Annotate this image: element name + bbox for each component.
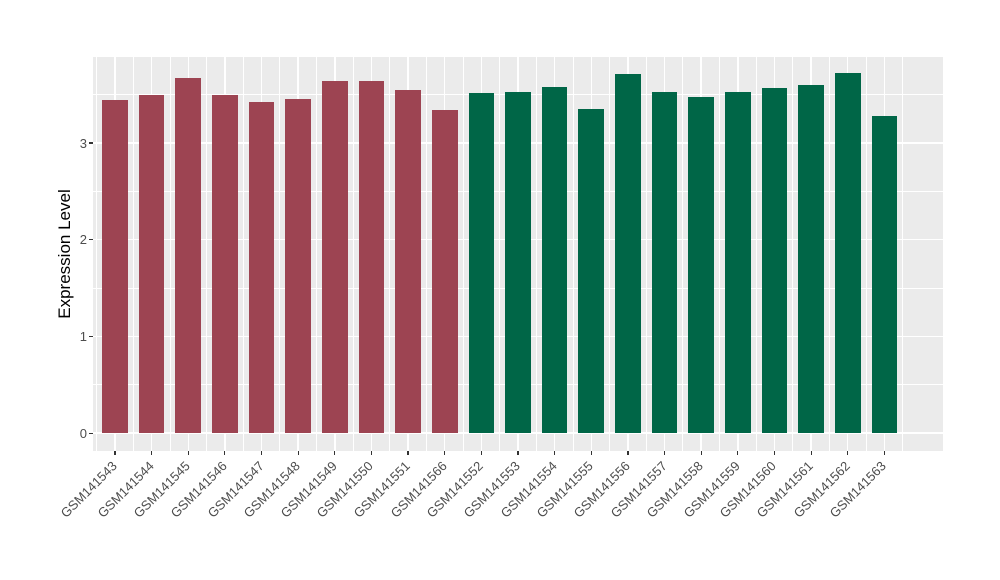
x-tick-GSM141546 [224,451,226,455]
bar-GSM141544 [138,94,165,434]
minor-gridline-x-4 [242,57,244,451]
bar-GSM141562 [834,73,861,434]
bar-GSM141557 [651,91,678,434]
bar-GSM141545 [175,78,202,434]
x-tick-GSM141560 [773,451,776,455]
bar-GSM141543 [102,99,128,434]
bar-GSM141547 [248,102,275,434]
minor-gridline-x-8 [389,57,391,451]
x-tick-GSM141554 [554,451,556,455]
bar-GSM141552 [468,92,495,434]
x-tick-GSM141561 [810,451,812,455]
bar-GSM141546 [212,94,238,434]
y-axis-title: Expression Level [55,189,74,319]
x-tick-GSM141543 [114,451,116,455]
x-tick-GSM141566 [444,451,446,455]
y-tick-1 [89,335,93,337]
minor-gridline-x-7 [352,57,354,451]
bar-GSM141560 [761,87,788,434]
bar-GSM141559 [725,91,751,434]
x-tick-GSM141549 [334,451,336,455]
y-tick-0 [89,432,93,434]
minor-gridline-x-13 [572,57,574,451]
x-tick-GSM141557 [663,451,666,455]
minor-gridline-x-0 [96,57,98,451]
x-tick-GSM141555 [590,451,592,455]
x-tick-GSM141548 [297,451,299,455]
x-tick-GSM141562 [847,451,849,455]
bar-GSM141563 [871,115,898,434]
bar-GSM141556 [615,74,641,434]
y-tick-label-1: 1 [79,328,87,344]
minor-gridline-x-1 [132,57,134,451]
bar-GSM141553 [505,91,531,434]
minor-gridline-x-6 [316,57,317,451]
bar-GSM141558 [688,96,714,434]
bar-GSM141548 [285,98,311,434]
bar-GSM141549 [321,81,348,434]
minor-gridline-x-2 [169,57,171,451]
minor-gridline-x-5 [279,57,281,451]
x-tick-GSM141563 [883,451,885,455]
bar-GSM141550 [358,81,385,434]
y-tick-3 [89,142,93,144]
minor-gridline-x-15 [645,57,647,451]
minor-gridline-x-20 [829,57,830,451]
x-tick-GSM141545 [187,451,189,455]
x-tick-GSM141544 [151,451,153,455]
bar-GSM141551 [395,89,421,434]
minor-gridline-x-12 [535,57,537,451]
y-tick-label-0: 0 [79,425,87,441]
minor-gridline-x-18 [755,57,757,451]
minor-gridline-x-11 [499,57,501,451]
plot-panel [93,57,943,451]
x-tick-GSM141551 [407,451,409,455]
bar-GSM141566 [431,110,458,434]
bar-GSM141555 [578,109,605,434]
minor-gridline-x-21 [865,57,867,451]
minor-gridline-x-16 [682,57,684,451]
x-tick-GSM141553 [517,451,519,455]
minor-gridline-x-3 [206,57,207,451]
minor-gridline-x-19 [792,57,794,451]
bar-GSM141554 [541,86,568,434]
minor-gridline-x-22 [902,57,904,451]
minor-gridline-x-14 [609,57,610,451]
x-tick-GSM141556 [627,451,629,455]
y-tick-2 [89,239,93,241]
x-tick-GSM141547 [260,451,263,455]
y-tick-label-3: 3 [79,135,87,151]
minor-gridline-x-10 [462,57,464,451]
x-tick-GSM141559 [737,451,739,455]
x-tick-GSM141550 [370,451,373,455]
y-tick-label-2: 2 [79,232,87,248]
x-tick-GSM141552 [480,451,482,455]
bar-GSM141561 [798,85,824,434]
minor-gridline-x-17 [719,57,720,451]
x-tick-GSM141558 [700,451,702,455]
minor-gridline-x-9 [426,57,427,451]
